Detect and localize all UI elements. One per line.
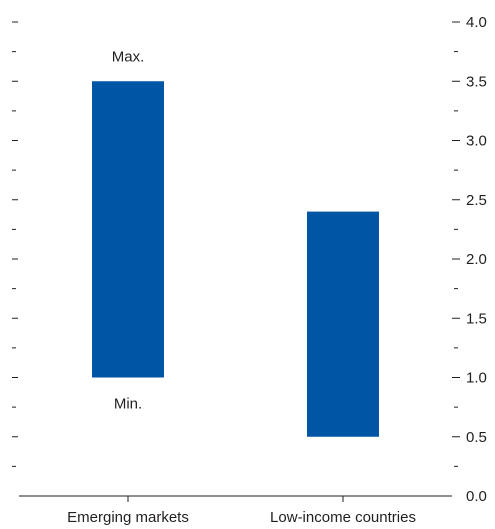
y-axis-tick-labels: 0.0 0.5 1.0 1.5 2.0 2.5 3.0 3.5 4.0: [466, 14, 487, 505]
left-axis-ticks: [12, 21, 18, 467]
y-tick-label: 2.5: [466, 192, 487, 209]
category-label: Emerging markets: [67, 509, 189, 526]
right-axis-ticks: [452, 21, 460, 467]
y-tick-label: 4.0: [466, 14, 487, 31]
y-tick-label: 0.5: [466, 429, 487, 446]
y-tick-label: 2.0: [466, 251, 487, 268]
bars: [92, 81, 379, 437]
y-tick-label: 3.0: [466, 133, 487, 150]
y-tick-label: 1.5: [466, 310, 487, 327]
y-tick-label: 0.0: [466, 488, 487, 505]
range-bar: [307, 211, 379, 437]
range-bar: [92, 81, 164, 378]
category-labels: Emerging markets Low-income countries: [67, 509, 416, 526]
max-annotation: Max.: [112, 48, 145, 65]
y-tick-label: 1.0: [466, 370, 487, 387]
x-axis-ticks: [127, 496, 344, 502]
category-label: Low-income countries: [270, 509, 416, 526]
y-tick-label: 3.5: [466, 73, 487, 90]
min-annotation: Min.: [114, 396, 142, 413]
